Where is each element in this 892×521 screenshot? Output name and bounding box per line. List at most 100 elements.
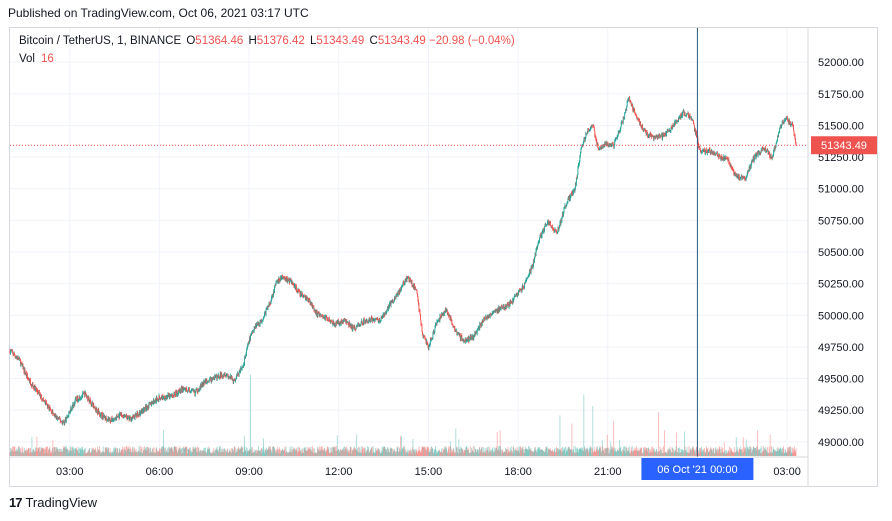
symbol-legend[interactable]: Bitcoin / TetherUS, 1, BINANCE O51364.46… xyxy=(19,35,515,47)
volume-bar xyxy=(425,450,427,456)
candle-down-body xyxy=(385,311,387,314)
volume-bar xyxy=(524,452,525,456)
volume-bar xyxy=(654,451,655,456)
volume-legend[interactable]: Vol 16 xyxy=(19,53,54,65)
volume-bar xyxy=(692,446,693,456)
volume-bar xyxy=(438,449,440,456)
candle-up-body xyxy=(68,412,70,416)
volume-bar xyxy=(596,447,598,456)
candle-down-body xyxy=(350,325,352,329)
candle-down-body xyxy=(464,340,466,343)
volume-bar xyxy=(683,450,684,456)
candle-up-body xyxy=(618,131,620,133)
candle-down-body xyxy=(769,157,771,158)
candle-down-body xyxy=(287,278,288,282)
volume-bar xyxy=(124,449,125,456)
candle-down-body xyxy=(44,400,46,404)
volume-bar xyxy=(403,449,405,456)
volume-bar xyxy=(108,448,110,456)
volume-bar xyxy=(598,448,600,456)
candle-up-body xyxy=(786,118,787,120)
volume-bar xyxy=(491,449,493,456)
candle-down-body xyxy=(186,390,188,392)
candle-down-body xyxy=(603,145,605,147)
footer-brand[interactable]: 17 TradingView xyxy=(9,495,97,510)
volume-bar xyxy=(338,448,340,456)
candle-down-body xyxy=(413,284,414,288)
candle-up-body xyxy=(171,393,173,396)
candle-down-body xyxy=(17,357,18,360)
candle-down-body xyxy=(347,321,349,325)
candle-down-body xyxy=(731,167,733,169)
volume-bar xyxy=(788,447,789,456)
volume-bar xyxy=(194,446,196,456)
candle-up-body xyxy=(394,297,395,301)
volume-bar xyxy=(790,446,791,456)
candle-down-body xyxy=(693,120,694,124)
candle-up-body xyxy=(170,395,172,396)
candle-up-body xyxy=(714,153,716,155)
volume-bar xyxy=(526,449,528,456)
candle-up-body xyxy=(436,321,438,326)
candle-down-body xyxy=(318,313,320,314)
candle-up-body xyxy=(240,368,242,372)
volume-bar xyxy=(103,451,105,456)
candle-down-body xyxy=(120,413,121,416)
candle-up-body xyxy=(131,419,132,421)
candle-up-body xyxy=(169,394,171,399)
chart-frame[interactable] xyxy=(9,27,878,487)
volume-bar xyxy=(639,451,641,456)
volume-bar xyxy=(505,447,507,456)
volume-bar xyxy=(81,446,83,456)
candle-up-body xyxy=(380,320,382,322)
volume-bar xyxy=(548,449,550,456)
volume-bar xyxy=(641,452,643,456)
candle-up-body xyxy=(666,130,668,132)
volume-bar xyxy=(359,447,361,456)
candle-down-body xyxy=(698,143,699,146)
volume-bar xyxy=(619,447,621,456)
candle-up-body xyxy=(114,418,116,419)
candle-down-body xyxy=(755,154,757,158)
volume-bar xyxy=(615,451,617,456)
candle-down-body xyxy=(168,394,169,397)
volume-bar xyxy=(155,447,157,456)
volume-bar xyxy=(712,452,714,456)
candle-down-body xyxy=(450,319,452,321)
candle-down-body xyxy=(134,417,135,419)
candle-down-body xyxy=(652,136,654,138)
candle-down-body xyxy=(435,323,437,326)
volume-bar xyxy=(553,451,554,456)
volume-bar xyxy=(736,451,738,456)
symbol-name[interactable]: Bitcoin / TetherUS, 1, BINANCE xyxy=(19,35,182,47)
candle-up-body xyxy=(580,147,582,150)
volume-bar xyxy=(180,448,182,456)
volume-bar xyxy=(551,451,553,456)
candle-up-body xyxy=(662,133,663,139)
volume-bar xyxy=(409,450,411,456)
volume-bar xyxy=(293,449,294,456)
volume-bar xyxy=(86,453,88,456)
volume-bar xyxy=(703,447,705,456)
candle-down-body xyxy=(49,407,51,409)
volume-bar xyxy=(316,448,318,456)
volume-bar xyxy=(358,446,360,456)
volume-bar xyxy=(397,447,398,456)
candle-down-body xyxy=(780,124,782,128)
volume-bar xyxy=(553,451,555,456)
candle-down-body xyxy=(405,279,406,282)
volume-bar xyxy=(189,450,191,456)
candle-down-body xyxy=(606,142,608,146)
candle-down-body xyxy=(99,411,101,416)
candle-down-body xyxy=(469,338,471,339)
volume-bar xyxy=(600,446,602,456)
candle-down-body xyxy=(31,385,32,386)
candle-down-body xyxy=(137,412,138,416)
volume-bar xyxy=(566,449,568,456)
volume-bar xyxy=(688,452,689,456)
volume-bar xyxy=(117,448,118,456)
candle-up-body xyxy=(380,317,382,321)
candle-up-body xyxy=(532,266,534,268)
candle-down-body xyxy=(334,324,336,327)
